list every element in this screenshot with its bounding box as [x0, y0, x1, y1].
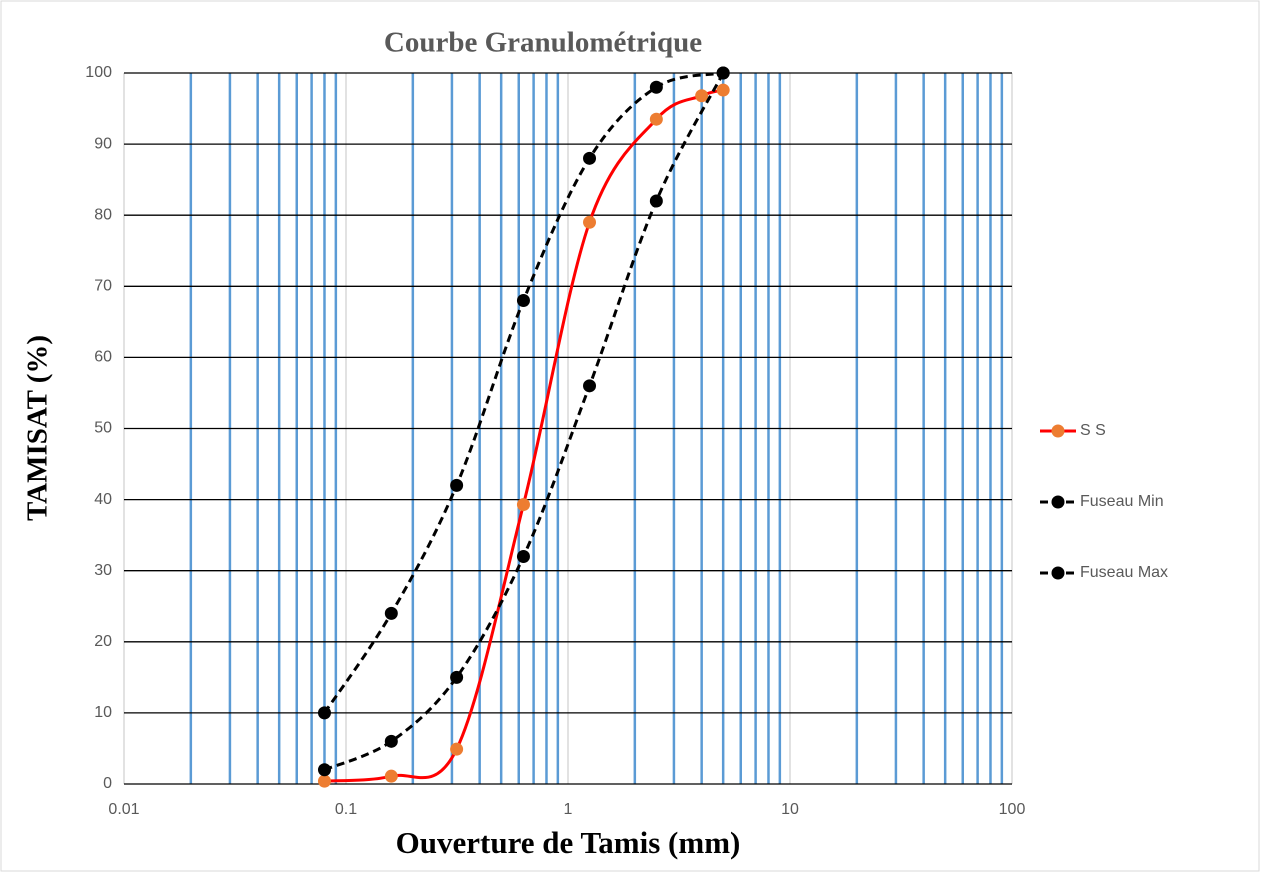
legend-marker — [1051, 495, 1065, 509]
x-axis-label: Ouverture de Tamis (mm) — [396, 825, 741, 860]
y-tick-label: 20 — [94, 633, 112, 650]
marker — [516, 498, 530, 512]
y-tick-label: 30 — [94, 562, 112, 579]
marker — [649, 112, 663, 126]
marker — [649, 194, 663, 208]
x-tick-label: 0.1 — [335, 801, 357, 818]
legend-marker — [1051, 566, 1065, 580]
marker — [317, 763, 331, 777]
legend-label: S S — [1080, 422, 1106, 439]
marker — [695, 89, 709, 103]
marker — [583, 379, 597, 393]
legend-label: Fuseau Max — [1080, 564, 1168, 581]
marker — [450, 742, 464, 756]
y-tick-label: 40 — [94, 491, 112, 508]
marker — [716, 83, 730, 97]
marker — [317, 706, 331, 720]
x-tick-label: 10 — [781, 801, 799, 818]
marker — [317, 774, 331, 788]
y-tick-label: 0 — [103, 775, 112, 792]
marker — [450, 478, 464, 492]
y-tick-label: 100 — [85, 64, 112, 81]
y-tick-label: 80 — [94, 206, 112, 223]
legend-label: Fuseau Min — [1080, 493, 1164, 510]
marker — [384, 606, 398, 620]
y-tick-label: 70 — [94, 278, 112, 295]
y-tick-label: 50 — [94, 420, 112, 437]
x-tick-label: 0.01 — [108, 801, 139, 818]
marker — [583, 151, 597, 165]
chart-title: Courbe Granulométrique — [384, 27, 702, 59]
marker — [384, 734, 398, 748]
y-tick-label: 60 — [94, 349, 112, 366]
y-axis-label: TAMISAT (%) — [22, 335, 54, 521]
x-tick-label: 1 — [564, 801, 573, 818]
legend-marker — [1051, 424, 1065, 438]
marker — [649, 80, 663, 94]
series-line — [324, 88, 724, 783]
marker — [716, 66, 730, 80]
marker — [516, 549, 530, 563]
marker — [516, 294, 530, 308]
marker — [583, 215, 597, 229]
x-tick-label: 100 — [999, 801, 1026, 818]
marker — [384, 769, 398, 783]
marker — [450, 670, 464, 684]
y-tick-label: 10 — [94, 704, 112, 721]
y-tick-label: 90 — [94, 135, 112, 152]
